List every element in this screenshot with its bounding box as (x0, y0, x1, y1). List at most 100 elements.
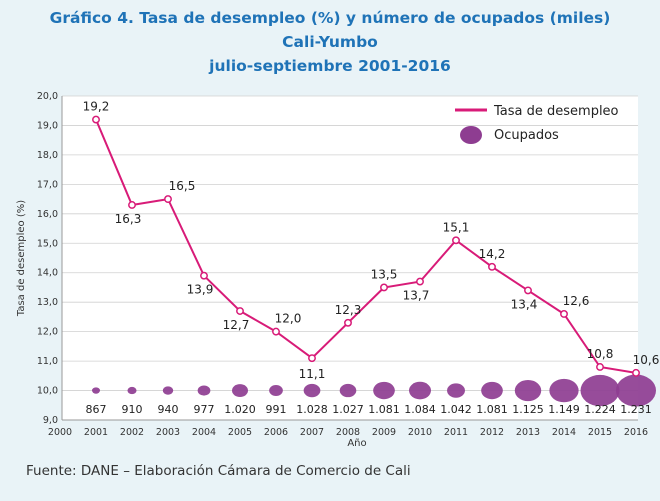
ocupados-bubble (232, 384, 248, 397)
x-tick-label: 2010 (408, 427, 432, 438)
tasa-value-label: 16,3 (115, 212, 142, 226)
tasa-value-label: 10,6 (633, 353, 660, 367)
x-ticks: 2000 2001 2002 2003 2004 2005 2006 2007 2008 2009… (48, 427, 648, 438)
title-line-3: julio-septiembre 2001-2016 (209, 57, 451, 75)
x-tick-label: 2016 (624, 427, 648, 438)
x-tick-label: 2006 (264, 427, 288, 438)
ocupados-value-label: 1.125 (512, 403, 544, 416)
ocupados-value-label: 991 (266, 403, 287, 416)
y-tick-label: 17,0 (37, 179, 58, 190)
x-tick-label: 2000 (48, 427, 72, 438)
x-tick-label: 2014 (552, 427, 576, 438)
ocupados-value-label: 977 (194, 403, 215, 416)
ocupados-labels: 867 910 940 977 1.020 991 1.028 1.027 1.081 1.084… (86, 403, 652, 416)
tasa-points (92, 115, 640, 377)
tasa-value-label: 12,3 (335, 303, 362, 317)
x-tick-label: 2003 (156, 427, 180, 438)
tasa-point (164, 195, 172, 204)
y-tick-label: 10,0 (37, 386, 58, 397)
ocupados-bubble (616, 374, 656, 407)
ocupados-value-label: 1.081 (368, 403, 400, 416)
tasa-value-label: 16,5 (169, 179, 196, 193)
tasa-value-label: 12,7 (223, 318, 250, 332)
ocupados-bubble (127, 386, 137, 395)
tasa-point (416, 277, 424, 286)
tasa-point (200, 271, 208, 280)
ocupados-bubble (197, 385, 211, 396)
ocupados-bubble (303, 383, 321, 398)
y-ticks: 9,0 10,0 11,0 12,0 13,0 14,0 15,0 16,0 17,0 18,0 1… (37, 91, 58, 426)
x-tick-label: 2001 (84, 427, 108, 438)
tasa-point (92, 115, 100, 124)
x-tick-label: 2002 (120, 427, 144, 438)
tasa-point (632, 368, 640, 377)
legend-label-tasa: Tasa de desempleo (493, 104, 619, 119)
ocupados-bubble (447, 383, 465, 398)
legend: Tasa de desempleo Ocupados (455, 104, 619, 144)
y-tick-label: 9,0 (43, 415, 58, 426)
plot-area (62, 96, 638, 420)
tasa-point (380, 283, 388, 292)
ocupados-bubble (580, 374, 620, 407)
ocupados-value-label: 1.020 (224, 403, 256, 416)
x-tick-label: 2004 (192, 427, 216, 438)
tasa-value-label: 13,5 (371, 267, 398, 281)
x-tick-label: 2007 (300, 427, 324, 438)
grid (61, 95, 638, 421)
ocupados-value-label: 940 (158, 403, 179, 416)
tasa-point (236, 307, 244, 315)
tasa-point (524, 286, 532, 295)
tasa-value-label: 15,1 (443, 220, 470, 234)
y-tick-label: 14,0 (37, 268, 58, 279)
ocupados-value-label: 1.084 (404, 403, 436, 416)
ocupados-bubble (549, 378, 579, 403)
ocupados-value-label: 1.028 (296, 403, 328, 416)
x-tick-label: 2013 (516, 427, 540, 438)
tasa-point (128, 201, 136, 209)
y-tick-label: 15,0 (37, 238, 58, 249)
tasa-value-label: 13,9 (187, 283, 214, 297)
y-tick-label: 20,0 (37, 91, 58, 102)
tasa-point (344, 318, 352, 327)
ocupados-value-label: 1.231 (620, 403, 652, 416)
ocupados-bubble (162, 386, 174, 395)
ocupados-bubbles (92, 374, 656, 407)
tasa-labels: 19,2 16,3 16,5 13,9 12,7 12,0 11,1 12,3 13,5 13,7… (83, 100, 660, 382)
tasa-value-label: 12,0 (275, 312, 302, 326)
tasa-point (488, 262, 496, 271)
tasa-value-label: 14,2 (479, 247, 506, 261)
y-tick-label: 16,0 (37, 209, 58, 220)
source-note: Fuente: DANE – Elaboración Cámara de Com… (26, 463, 411, 479)
y-tick-label: 12,0 (37, 327, 58, 338)
ocupados-value-label: 1.224 (584, 403, 616, 416)
tasa-value-label: 11,1 (299, 367, 326, 381)
y-axis-label: Tasa de desempleo (%) (16, 200, 27, 317)
x-tick-label: 2005 (228, 427, 252, 438)
ocupados-value-label: 1.027 (332, 403, 364, 416)
tasa-point (452, 236, 460, 245)
ocupados-bubble (92, 387, 100, 394)
ocupados-value-label: 1.042 (440, 403, 472, 416)
ocupados-bubble (339, 383, 357, 398)
ocupados-bubble (373, 381, 395, 400)
tasa-point (308, 354, 316, 363)
x-tick-label: 2015 (588, 427, 612, 438)
title-line-2: Cali-Yumbo (282, 33, 378, 51)
tasa-value-label: 19,2 (83, 100, 110, 114)
y-tick-label: 19,0 (37, 120, 58, 131)
series-line-tasa (95, 119, 637, 374)
tasa-point (596, 363, 604, 371)
ocupados-value-label: 1.149 (548, 403, 580, 416)
ocupados-bubble (409, 381, 431, 400)
y-tick-label: 18,0 (37, 150, 58, 161)
x-axis-label: Año (347, 438, 366, 449)
y-tick-label: 11,0 (37, 356, 58, 367)
tasa-value-label: 10,8 (587, 347, 614, 361)
x-tick-label: 2008 (336, 427, 360, 438)
chart-title: Gráfico 4. Tasa de desempleo (%) y númer… (0, 6, 660, 78)
tasa-value-label: 13,7 (403, 289, 430, 303)
ocupados-bubble (481, 381, 503, 400)
ocupados-value-label: 1.081 (476, 403, 508, 416)
legend-label-ocupados: Ocupados (494, 128, 559, 143)
